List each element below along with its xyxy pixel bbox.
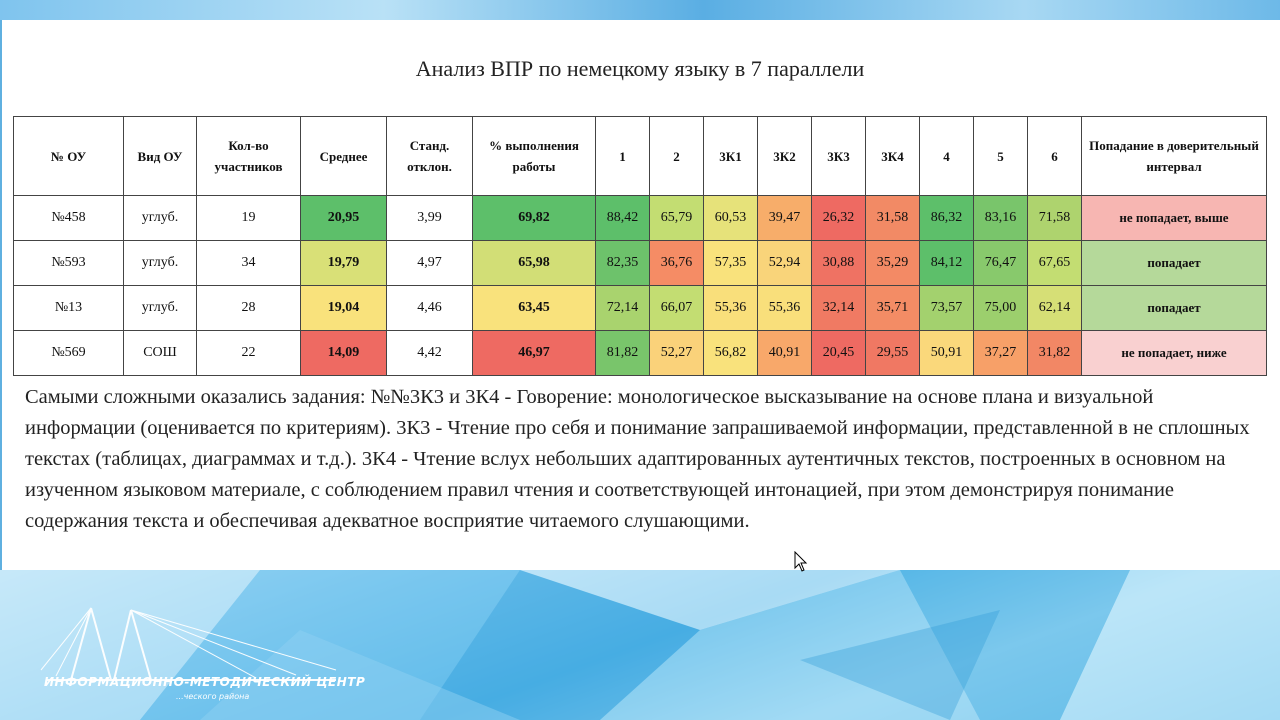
task-score-cell: 35,29 xyxy=(865,240,920,286)
task-score-cell: 76,47 xyxy=(973,240,1028,286)
participants-cell: 34 xyxy=(196,240,301,286)
task-score-cell: 50,91 xyxy=(919,330,974,376)
task-score-cell: 75,00 xyxy=(973,285,1028,331)
average-cell: 19,04 xyxy=(300,285,387,331)
task-score-cell: 35,71 xyxy=(865,285,920,331)
school-type-cell: углуб. xyxy=(123,285,197,331)
task-score-cell: 84,12 xyxy=(919,240,974,286)
confidence-interval-cell: не попадает, выше xyxy=(1081,195,1267,241)
participants-cell: 22 xyxy=(196,330,301,376)
bridge-logo-icon xyxy=(40,607,337,681)
header-cell: 3К3 xyxy=(811,116,866,196)
confidence-interval-cell: попадает xyxy=(1081,285,1267,331)
task-score-cell: 55,36 xyxy=(703,285,758,331)
task-score-cell: 66,07 xyxy=(649,285,704,331)
bottom-decor-band xyxy=(0,570,1280,720)
task-score-cell: 39,47 xyxy=(757,195,812,241)
task-score-cell: 30,88 xyxy=(811,240,866,286)
completion-percent-cell: 65,98 xyxy=(472,240,596,286)
task-score-cell: 81,82 xyxy=(595,330,650,376)
participants-cell: 19 xyxy=(196,195,301,241)
task-score-cell: 88,42 xyxy=(595,195,650,241)
mouse-cursor-icon xyxy=(794,551,808,572)
header-cell: 5 xyxy=(973,116,1028,196)
school-number-cell: №458 xyxy=(13,195,124,241)
header-cell: № ОУ xyxy=(13,116,124,196)
task-score-cell: 82,35 xyxy=(595,240,650,286)
average-cell: 20,95 xyxy=(300,195,387,241)
logo-subtext: ...ческого района xyxy=(176,692,250,701)
task-score-cell: 56,82 xyxy=(703,330,758,376)
header-cell: Кол-во участников xyxy=(196,116,301,196)
results-table: № ОУ Вид ОУ Кол-во участников Среднее Ст… xyxy=(13,116,1267,376)
polygon-background-pattern xyxy=(0,570,1280,720)
school-type-cell: СОШ xyxy=(123,330,197,376)
std-dev-cell: 4,97 xyxy=(386,240,473,286)
header-cell: 2 xyxy=(649,116,704,196)
header-cell: 6 xyxy=(1027,116,1082,196)
table-header-row: № ОУ Вид ОУ Кол-во участников Среднее Ст… xyxy=(13,116,1267,196)
header-cell: 3К2 xyxy=(757,116,812,196)
header-cell: 3К1 xyxy=(703,116,758,196)
table-row: №569 СОШ 22 14,09 4,42 46,97 81,82 52,27… xyxy=(13,330,1267,376)
task-score-cell: 73,57 xyxy=(919,285,974,331)
header-cell: Станд. отклон. xyxy=(386,116,473,196)
task-score-cell: 86,32 xyxy=(919,195,974,241)
task-score-cell: 60,53 xyxy=(703,195,758,241)
completion-percent-cell: 69,82 xyxy=(472,195,596,241)
task-score-cell: 52,94 xyxy=(757,240,812,286)
task-score-cell: 83,16 xyxy=(973,195,1028,241)
std-dev-cell: 3,99 xyxy=(386,195,473,241)
header-cell: 4 xyxy=(919,116,974,196)
task-score-cell: 55,36 xyxy=(757,285,812,331)
task-score-cell: 72,14 xyxy=(595,285,650,331)
task-score-cell: 32,14 xyxy=(811,285,866,331)
school-number-cell: №569 xyxy=(13,330,124,376)
task-score-cell: 20,45 xyxy=(811,330,866,376)
confidence-interval-cell: не попадает, ниже xyxy=(1081,330,1267,376)
task-score-cell: 29,55 xyxy=(865,330,920,376)
table-row: №13 углуб. 28 19,04 4,46 63,45 72,14 66,… xyxy=(13,285,1267,331)
completion-percent-cell: 46,97 xyxy=(472,330,596,376)
average-cell: 14,09 xyxy=(300,330,387,376)
average-cell: 19,79 xyxy=(300,240,387,286)
task-score-cell: 65,79 xyxy=(649,195,704,241)
task-score-cell: 67,65 xyxy=(1027,240,1082,286)
table-row: №593 углуб. 34 19,79 4,97 65,98 82,35 36… xyxy=(13,240,1267,286)
std-dev-cell: 4,46 xyxy=(386,285,473,331)
participants-cell: 28 xyxy=(196,285,301,331)
task-score-cell: 37,27 xyxy=(973,330,1028,376)
logo-text: ИНФОРМАЦИОННО-МЕТОДИЧЕСКИЙ ЦЕНТР xyxy=(44,675,366,689)
school-number-cell: №593 xyxy=(13,240,124,286)
task-score-cell: 57,35 xyxy=(703,240,758,286)
top-decor-band xyxy=(0,0,1280,20)
slide-title: Анализ ВПР по немецкому языку в 7 паралл… xyxy=(415,56,865,81)
task-score-cell: 26,32 xyxy=(811,195,866,241)
header-cell: % выполнения работы xyxy=(472,116,596,196)
school-number-cell: №13 xyxy=(13,285,124,331)
header-cell: 1 xyxy=(595,116,650,196)
completion-percent-cell: 63,45 xyxy=(472,285,596,331)
header-cell: Среднее xyxy=(300,116,387,196)
task-score-cell: 62,14 xyxy=(1027,285,1082,331)
task-score-cell: 71,58 xyxy=(1027,195,1082,241)
slide-frame xyxy=(0,20,1280,570)
table-row: №458 углуб. 19 20,95 3,99 69,82 88,42 65… xyxy=(13,195,1267,241)
difficult-tasks-description: Самыми сложными оказались задания: №№3К3… xyxy=(25,386,1250,532)
task-score-cell: 36,76 xyxy=(649,240,704,286)
header-cell: Вид ОУ xyxy=(123,116,197,196)
header-cell: Попадание в доверительный интервал xyxy=(1081,116,1267,196)
task-score-cell: 40,91 xyxy=(757,330,812,376)
school-type-cell: углуб. xyxy=(123,195,197,241)
task-score-cell: 31,58 xyxy=(865,195,920,241)
std-dev-cell: 4,42 xyxy=(386,330,473,376)
task-score-cell: 52,27 xyxy=(649,330,704,376)
header-cell: 3К4 xyxy=(865,116,920,196)
school-type-cell: углуб. xyxy=(123,240,197,286)
task-score-cell: 31,82 xyxy=(1027,330,1082,376)
confidence-interval-cell: попадает xyxy=(1081,240,1267,286)
